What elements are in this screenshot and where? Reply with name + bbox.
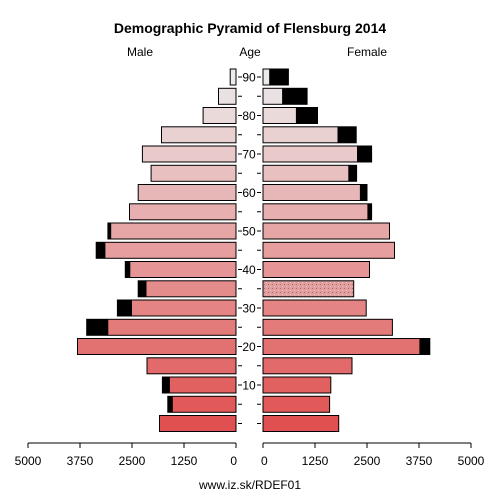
male-foreign-bar-25-29 <box>86 319 109 336</box>
female-foreign-bar-70-74 <box>357 146 372 162</box>
male-foreign-bar-45-49 <box>96 242 106 259</box>
x-tick-label: 1250 <box>302 454 329 468</box>
age-tick-label: 40 <box>242 263 256 277</box>
female-bar-10-14 <box>262 376 332 394</box>
male-foreign-bar-30-34 <box>117 300 132 316</box>
male-bar-50-54 <box>107 222 237 240</box>
female-bar-50-54 <box>262 222 390 240</box>
female-foreign-bar-90+ <box>269 69 289 85</box>
female-bar-40-44 <box>262 261 370 278</box>
male-bar-30-34 <box>116 299 237 317</box>
x-axis: 5000 3750 2500 1250 0 0 1250 2500 3750 5000 <box>15 442 485 468</box>
x-tick-label: 0 <box>261 454 268 468</box>
male-foreign-bar-10-14 <box>162 377 170 393</box>
age-tick-label: 20 <box>242 340 256 354</box>
female-foreign-bar-55-59 <box>367 203 372 220</box>
female-bar-30-34 <box>262 299 367 317</box>
male-bar-75-79 <box>161 126 237 144</box>
female-bar-20-24 <box>262 338 431 355</box>
x-tick-label: 1250 <box>171 454 198 468</box>
age-tick-label: 80 <box>242 109 256 123</box>
female-bar-0-4 <box>262 415 340 432</box>
x-tick-label: 5000 <box>458 454 485 468</box>
male-bar-45-49 <box>95 241 237 259</box>
male-bar-20-24 <box>77 338 237 355</box>
footer-url: www.iz.sk/RDEF01 <box>198 478 301 492</box>
male-foreign-bar-5-9 <box>167 396 173 413</box>
female-bars <box>262 68 431 432</box>
age-tick-label: 10 <box>242 379 256 393</box>
male-header: Male <box>127 45 153 59</box>
male-bar-80-84 <box>202 107 237 124</box>
male-bar-40-44 <box>124 261 237 278</box>
male-bar-65-69 <box>150 164 237 182</box>
age-tick-label: 50 <box>242 225 256 239</box>
male-bar-0-4 <box>159 415 237 432</box>
female-bar-25-29 <box>262 318 393 336</box>
x-tick-label: 3750 <box>67 454 94 468</box>
female-bar-35-39 <box>262 280 355 298</box>
female-foreign-bar-80-84 <box>295 107 318 124</box>
male-bar-10-14 <box>161 376 237 394</box>
x-tick-label: 0 <box>230 454 237 468</box>
age-tick-label: 90 <box>242 71 256 85</box>
age-header: Age <box>239 45 261 59</box>
age-axis: 10 20 30 40 50 60 70 80 90 <box>238 71 261 424</box>
male-bar-60-64 <box>137 184 237 201</box>
female-bar-15-19 <box>262 357 353 375</box>
female-foreign-bar-75-79 <box>337 126 357 143</box>
male-bar-25-29 <box>86 318 237 336</box>
male-bars <box>77 68 237 432</box>
x-tick-label: 5000 <box>15 454 42 468</box>
male-bar-15-19 <box>146 357 237 375</box>
female-bar-55-59 <box>262 203 373 221</box>
female-foreign-bar-60-64 <box>359 184 367 201</box>
female-header: Female <box>347 45 387 59</box>
x-tick-label: 2500 <box>354 454 381 468</box>
female-foreign-bar-85-89 <box>282 88 308 105</box>
male-foreign-bar-50-54 <box>107 223 112 239</box>
female-bar-60-64 <box>262 184 368 201</box>
x-tick-label: 2500 <box>119 454 146 468</box>
female-bar-45-49 <box>262 241 395 259</box>
age-tick-label: 30 <box>242 302 256 316</box>
male-bar-70-74 <box>141 145 237 163</box>
x-tick-label: 3750 <box>406 454 433 468</box>
male-foreign-bar-40-44 <box>125 261 131 278</box>
male-bar-90+ <box>229 68 237 86</box>
chart-title: Demographic Pyramid of Flensburg 2014 <box>114 20 387 36</box>
age-tick-label: 60 <box>242 186 256 200</box>
female-bar-70-74 <box>262 145 373 163</box>
male-foreign-bar-35-39 <box>138 280 147 297</box>
female-bar-65-69 <box>262 164 358 182</box>
female-foreign-bar-65-69 <box>348 165 357 182</box>
male-bar-35-39 <box>137 280 237 298</box>
male-bar-5-9 <box>167 395 237 413</box>
female-bar-5-9 <box>262 395 331 413</box>
male-bar-55-59 <box>129 203 237 221</box>
female-foreign-bar-20-24 <box>419 338 430 355</box>
male-bar-85-89 <box>218 87 237 105</box>
age-tick-label: 70 <box>242 148 256 162</box>
